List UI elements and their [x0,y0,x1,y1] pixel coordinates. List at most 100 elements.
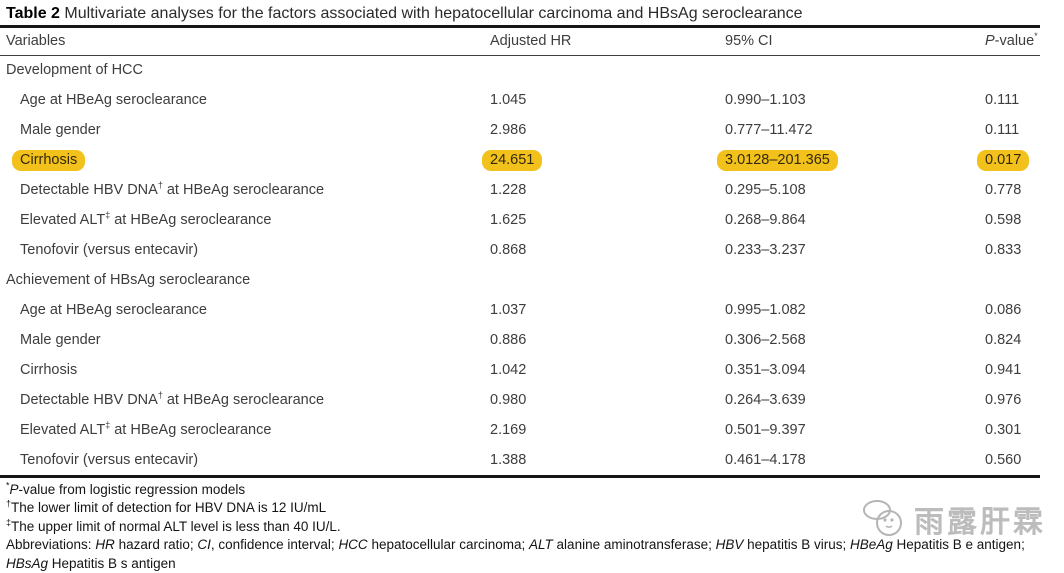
variable-cell-value: Detectable HBV DNA† at HBeAg seroclearan… [20,180,325,198]
adjusted-hr-cell-value: 0.868 [490,242,527,258]
ci-cell: 0.306–2.568 [725,325,985,355]
p-value-cell-value: 0.111 [985,92,1020,108]
footnote: ‡The upper limit of normal ALT level is … [6,517,341,534]
footnote: *P-value from logistic regression models [6,480,246,497]
table-row: Elevated ALT‡ at HBeAg seroclearance 2.16… [0,415,1040,445]
table-row: Age at HBeAg seroclearance 1.045 0.990–1.1… [0,85,1040,115]
p-value-cell: 0.301 [985,415,1040,445]
ci-cell: 0.777–11.472 [725,115,985,145]
ci-cell: 0.233–3.237 [725,235,985,265]
variable-cell: Cirrhosis [0,145,490,175]
variable-cell-value: Tenofovir (versus entecavir) [20,452,199,468]
p-value-cell-value: 0.560 [985,452,1022,468]
adjusted-hr-cell: 24.651 [482,145,725,175]
p-value-cell: 0.017 [977,145,1040,175]
adjusted-hr-cell-value: 2.169 [490,422,527,438]
p-value-rest: -value [994,33,1035,50]
p-value-cell-value: 0.301 [985,422,1022,438]
adjusted-hr-cell: 1.228 [490,175,725,205]
variable-cell: Elevated ALT‡ at HBeAg seroclearance [0,415,490,445]
column-header-variables: Variables [0,28,490,56]
section-header: Achievement of HBsAg seroclearance [6,272,251,288]
table-row: Male gender 2.986 0.777–11.472 0.111 [0,115,1040,145]
adjusted-hr-cell-value: 24.651 [482,149,543,171]
adjusted-hr-cell-value: 1.388 [490,452,527,468]
adjusted-hr-cell: 1.045 [490,85,725,115]
variable-cell: Detectable HBV DNA† at HBeAg seroclearan… [0,175,490,205]
ci-cell-value: 0.351–3.094 [725,362,806,378]
p-value-cell-value: 0.017 [977,149,1030,171]
ci-cell: 0.268–9.864 [725,205,985,235]
ci-cell-value: 0.990–1.103 [725,92,806,108]
bottom-rule [0,475,1040,478]
variable-cell: Age at HBeAg seroclearance [0,85,490,115]
variable-cell-value: Tenofovir (versus entecavir) [20,242,199,258]
variable-cell: Age at HBeAg seroclearance [0,295,490,325]
section-header-row: Achievement of HBsAg seroclearance [0,265,1040,295]
p-value-cell-value: 0.111 [985,122,1020,138]
p-value-cell-value: 0.824 [985,332,1022,348]
top-rule [0,25,1040,28]
footnote: †The lower limit of detection for HBV DN… [6,498,327,516]
adjusted-hr-cell: 1.625 [490,205,725,235]
table-row: Tenofovir (versus entecavir) 0.868 0.233–3… [0,235,1040,265]
adjusted-hr-cell-value: 1.042 [490,362,527,378]
data-table: Variables Adjusted HR 95% CI P-value* De… [0,28,1040,475]
variable-cell: Detectable HBV DNA† at HBeAg seroclearan… [0,385,490,415]
p-value-cell: 0.560 [985,445,1040,475]
p-value-cell: 0.111 [985,115,1040,145]
variable-cell-value: Age at HBeAg seroclearance [20,302,207,318]
ci-cell-value: 0.777–11.472 [725,122,813,138]
section-header-row: Development of HCC [0,55,1040,85]
adjusted-hr-cell-value: 0.886 [490,332,527,348]
ci-cell: 0.995–1.082 [725,295,985,325]
section-header: Development of HCC [6,62,143,79]
ci-cell-value: 0.268–9.864 [725,212,806,228]
ci-cell: 0.351–3.094 [725,355,985,385]
header-row: Variables Adjusted HR 95% CI P-value* [0,28,1040,56]
p-value-footmark: * [1034,31,1038,42]
table-caption: Table 2 Multivariate analyses for the fa… [0,0,1064,24]
adjusted-hr-cell: 0.868 [490,235,725,265]
adjusted-hr-cell-value: 1.045 [490,92,527,108]
ci-cell: 0.501–9.397 [725,415,985,445]
variable-cell-value: Male gender [20,332,101,348]
p-value-cell: 0.086 [985,295,1040,325]
ci-cell-value: 0.295–5.108 [725,182,806,198]
column-header-ci: 95% CI [725,28,985,56]
table-row: Male gender 0.886 0.306–2.568 0.824 [0,325,1040,355]
p-value-cell-value: 0.976 [985,392,1022,408]
variable-cell-value: Age at HBeAg seroclearance [20,92,207,108]
adjusted-hr-cell-value: 0.980 [490,392,527,408]
ci-cell: 0.461–4.178 [725,445,985,475]
p-value-cell: 0.833 [985,235,1040,265]
variable-footmark: † [157,390,163,401]
footnote: Abbreviations: HR hazard ratio; CI, conf… [6,537,1025,571]
variable-cell-value: Cirrhosis [12,149,86,171]
adjusted-hr-cell: 2.986 [490,115,725,145]
table-row: Detectable HBV DNA† at HBeAg seroclearan… [0,385,1040,415]
variable-cell: Cirrhosis [0,355,490,385]
table-row: Detectable HBV DNA† at HBeAg seroclearan… [0,175,1040,205]
variable-cell: Elevated ALT‡ at HBeAg seroclearance [0,205,490,235]
adjusted-hr-cell-value: 1.625 [490,212,527,228]
ci-cell-value: 0.306–2.568 [725,332,806,348]
p-value-cell: 0.824 [985,325,1040,355]
adjusted-hr-cell: 1.037 [490,295,725,325]
p-value-cell: 0.778 [985,175,1040,205]
variable-cell: Tenofovir (versus entecavir) [0,445,490,475]
ci-cell-value: 0.995–1.082 [725,302,806,318]
variable-cell-value: Elevated ALT‡ at HBeAg seroclearance [20,420,272,438]
p-value-cell: 0.976 [985,385,1040,415]
variable-cell: Male gender [0,115,490,145]
footnotes-block: *P-value from logistic regression models… [0,478,1040,573]
ci-cell-value: 0.233–3.237 [725,242,806,258]
adjusted-hr-cell-value: 1.228 [490,182,527,198]
adjusted-hr-cell-value: 2.986 [490,122,527,138]
p-value-cell: 0.111 [985,85,1040,115]
ci-cell-value: 3.0128–201.365 [717,149,838,171]
variable-cell-value: Male gender [20,122,101,138]
column-header-p-value: P-value* [985,28,1040,56]
table-row: Cirrhosis 24.651 3.0128–201.365 0.017 [0,145,1040,175]
